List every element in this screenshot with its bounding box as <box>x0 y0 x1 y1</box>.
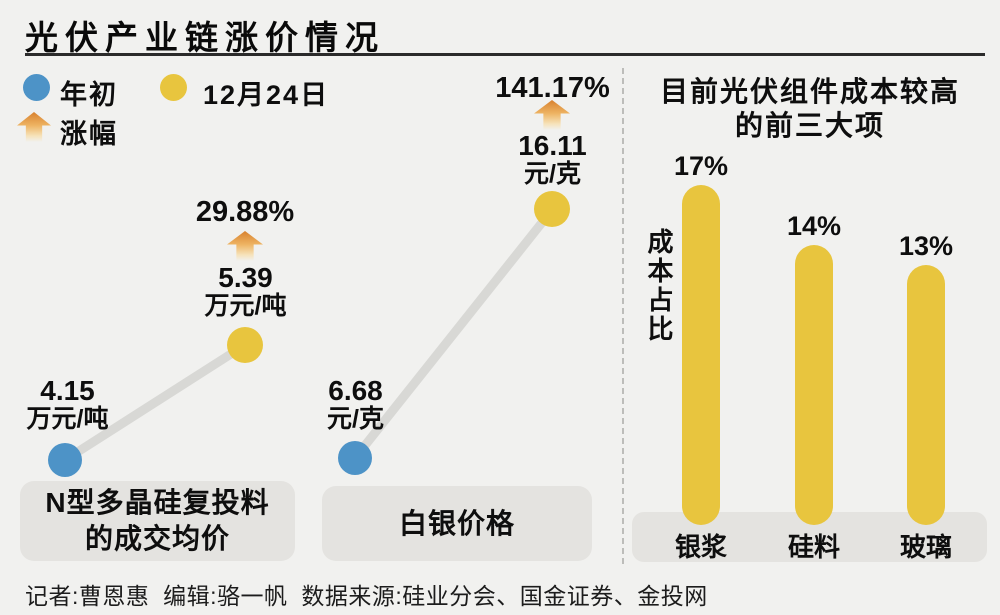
bar1-category-label: 银浆 <box>674 532 727 562</box>
chart1-name-box: N型多晶硅复投料 的成交均价 <box>20 481 295 561</box>
chart2-end-value-group: 16.11 元/克 <box>495 131 610 188</box>
chart1-start-point <box>48 443 82 477</box>
title-underline <box>25 53 985 56</box>
bar1-value-label: 17% <box>673 151 729 181</box>
page-title: 光伏产业链涨价情况 <box>25 19 385 56</box>
chart1-end-value: 5.39 <box>218 262 273 293</box>
chart1-change-pct: 29.88% <box>195 196 295 228</box>
bar3-category-label: 玻璃 <box>899 532 952 562</box>
bar-silicon <box>795 245 833 525</box>
chart2-start-value: 6.68 <box>328 375 383 406</box>
chart1-end-point <box>227 327 263 363</box>
bar2-value-label: 14% <box>786 211 842 241</box>
bar-chart-ylabel: 成本占比 <box>644 228 674 344</box>
chart2-change-pct: 141.17% <box>495 72 610 104</box>
legend-start-label: 年初 <box>60 80 118 110</box>
bar-chart-title-line1: 目前光伏组件成本较高 <box>659 76 960 107</box>
legend-start-dot-icon <box>23 74 50 101</box>
chart2-start-value-group: 6.68 元/克 <box>298 376 413 433</box>
chart2-name: 白银价格 <box>398 507 515 539</box>
chart1-end-unit: 万元/吨 <box>204 292 287 320</box>
bar-silver-paste <box>682 185 720 525</box>
credits-footer: 记者:曹恩惠 编辑:骆一帆 数据来源:硅业分会、国金证券、金投网 <box>25 583 708 609</box>
chart1-start-unit: 万元/吨 <box>26 405 109 433</box>
chart2-name-box: 白银价格 <box>322 486 592 561</box>
chart2-start-unit: 元/克 <box>327 405 384 433</box>
legend-end-dot-icon <box>160 74 187 101</box>
chart1-name-line2: 的成交均价 <box>84 523 230 554</box>
chart1-name-line1: N型多晶硅复投料 <box>45 487 270 518</box>
chart2-end-point <box>534 191 570 227</box>
chart2-start-point <box>338 441 372 475</box>
bar2-category-label: 硅料 <box>787 532 840 562</box>
legend-end-label: 12月24日 <box>203 80 330 110</box>
bar3-value-label: 13% <box>898 231 954 261</box>
bar-glass <box>907 265 945 525</box>
legend-change-label: 涨幅 <box>60 119 118 149</box>
chart2-end-unit: 元/克 <box>524 160 581 188</box>
chart1-start-value: 4.15 <box>40 375 95 406</box>
chart1-end-value-group: 5.39 万元/吨 <box>188 263 303 320</box>
bar-chart-title-line2: 的前三大项 <box>734 110 885 141</box>
chart1-start-value-group: 4.15 万元/吨 <box>10 376 125 433</box>
chart2-end-value: 16.11 <box>518 130 587 161</box>
panel-divider <box>622 68 624 564</box>
